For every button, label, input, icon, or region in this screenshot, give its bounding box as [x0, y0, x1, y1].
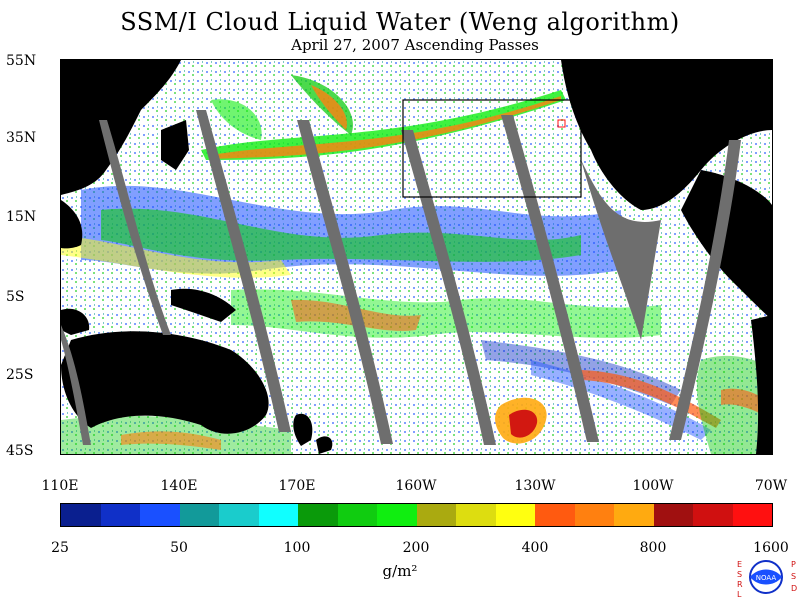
colorbar-swatch-3	[179, 504, 219, 526]
lat-label-25s: 25S	[6, 367, 34, 383]
psd-letter-s: S	[791, 572, 796, 581]
colorbar-swatch-11	[495, 504, 535, 526]
lon-label-70w: 70W	[754, 478, 788, 494]
lon-label-130w: 130W	[514, 478, 556, 494]
colorbar-label-200: 200	[402, 540, 430, 556]
lon-label-100w: 100W	[632, 478, 674, 494]
colorbar-swatch-16	[693, 504, 733, 526]
svg-text:NOAA: NOAA	[756, 574, 777, 582]
colorbar-swatch-14	[614, 504, 654, 526]
colorbar-swatch-7	[337, 504, 377, 526]
colorbar-swatch-17	[732, 504, 772, 526]
colorbar-swatch-12	[535, 504, 575, 526]
colorbar-swatch-9	[416, 504, 456, 526]
psd-letter-p: P	[791, 560, 796, 569]
colorbar-label-50: 50	[170, 540, 188, 556]
lon-label-170e: 170E	[278, 478, 316, 494]
colorbar-label-400: 400	[521, 540, 549, 556]
lat-label-5s: 5S	[6, 289, 25, 305]
colorbar-swatch-15	[653, 504, 693, 526]
colorbar-label-25: 25	[51, 540, 69, 556]
land-masses	[61, 60, 772, 454]
esrl-letter-r: R	[737, 580, 743, 589]
colorbar-swatch-2	[140, 504, 180, 526]
colorbar-swatch-0	[61, 504, 101, 526]
lat-label-15n: 15N	[6, 209, 37, 225]
colorbar-swatch-5	[258, 504, 298, 526]
map-canvas	[61, 60, 772, 454]
colorbar	[60, 503, 773, 527]
chart-title: SSM/I Cloud Liquid Water (Weng algorithm…	[120, 8, 680, 36]
colorbar-label-1600: 1600	[753, 540, 789, 556]
colorbar-swatch-1	[100, 504, 140, 526]
lat-label-55n: 55N	[6, 53, 37, 69]
colorbar-swatch-6	[298, 504, 338, 526]
lon-label-160w: 160W	[395, 478, 437, 494]
noaa-esrl-psd-logo: E S R L NOAA P S D	[733, 555, 799, 600]
lat-label-45s: 45S	[6, 443, 34, 459]
lon-label-140e: 140E	[160, 478, 198, 494]
region-box	[402, 99, 582, 198]
psd-letter-d: D	[791, 584, 797, 593]
esrl-letter-e: E	[737, 560, 742, 569]
colorbar-swatch-10	[456, 504, 496, 526]
esrl-letter-l: L	[737, 590, 742, 599]
colorbar-label-100: 100	[283, 540, 311, 556]
marker-box	[557, 119, 566, 128]
cloud-water-map	[60, 59, 773, 455]
lat-label-35n: 35N	[6, 130, 37, 146]
chart-subtitle: April 27, 2007 Ascending Passes	[291, 36, 539, 54]
colorbar-swatch-8	[377, 504, 417, 526]
colorbar-swatch-13	[574, 504, 614, 526]
esrl-letter-s: S	[737, 570, 742, 579]
lon-label-110e: 110E	[41, 478, 79, 494]
colorbar-swatch-4	[219, 504, 259, 526]
colorbar-label-800: 800	[639, 540, 667, 556]
colorbar-unit: g/m²	[382, 562, 418, 580]
